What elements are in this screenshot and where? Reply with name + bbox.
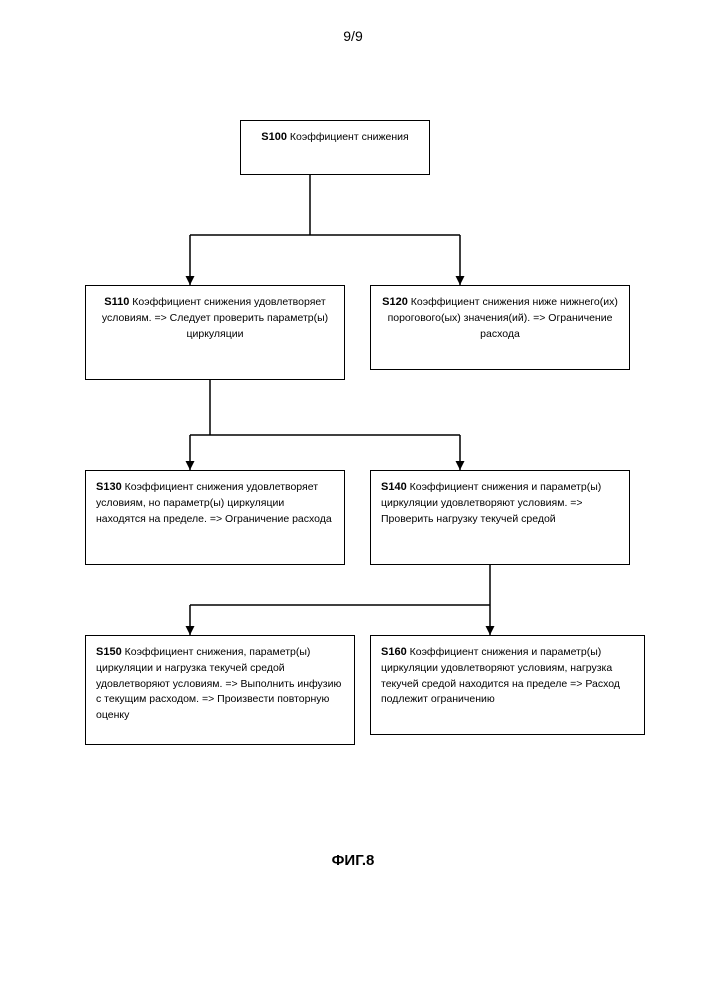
flowchart-node-s110: S110 Коэффициент снижения удовлетворяет … [85, 285, 345, 380]
node-id: S100 [261, 131, 287, 143]
node-label: Коэффициент снижения ниже нижнего(их) по… [388, 296, 618, 340]
flowchart-node-s120: S120 Коэффициент снижения ниже нижнего(и… [370, 285, 630, 370]
node-label: Коэффициент снижения и параметр(ы) цирку… [381, 481, 601, 525]
node-id: S140 [381, 481, 407, 493]
node-label: Коэффициент снижения и параметр(ы) цирку… [381, 646, 620, 705]
node-id: S130 [96, 481, 122, 493]
node-label: Коэффициент снижения удовлетворяет услов… [96, 481, 332, 525]
flowchart-container: S100 Коэффициент снижения S110 Коэффициен… [60, 120, 650, 800]
node-label: Коэффициент снижения [287, 131, 409, 143]
flowchart-node-s150: S150 Коэффициент снижения, параметр(ы) ц… [85, 635, 355, 745]
node-id: S110 [104, 296, 129, 308]
node-id: S120 [382, 296, 408, 308]
node-label: Коэффициент снижения удовлетворяет услов… [102, 296, 328, 340]
node-id: S160 [381, 646, 407, 658]
flowchart-node-s140: S140 Коэффициент снижения и параметр(ы) … [370, 470, 630, 565]
flowchart-node-s160: S160 Коэффициент снижения и параметр(ы) … [370, 635, 645, 735]
figure-label: ФИГ.8 [0, 852, 706, 869]
flowchart-node-s100: S100 Коэффициент снижения [240, 120, 430, 175]
flowchart-node-s130: S130 Коэффициент снижения удовлетворяет … [85, 470, 345, 565]
page-number: 9/9 [0, 28, 706, 44]
node-id: S150 [96, 646, 122, 658]
node-label: Коэффициент снижения, параметр(ы) циркул… [96, 646, 341, 721]
